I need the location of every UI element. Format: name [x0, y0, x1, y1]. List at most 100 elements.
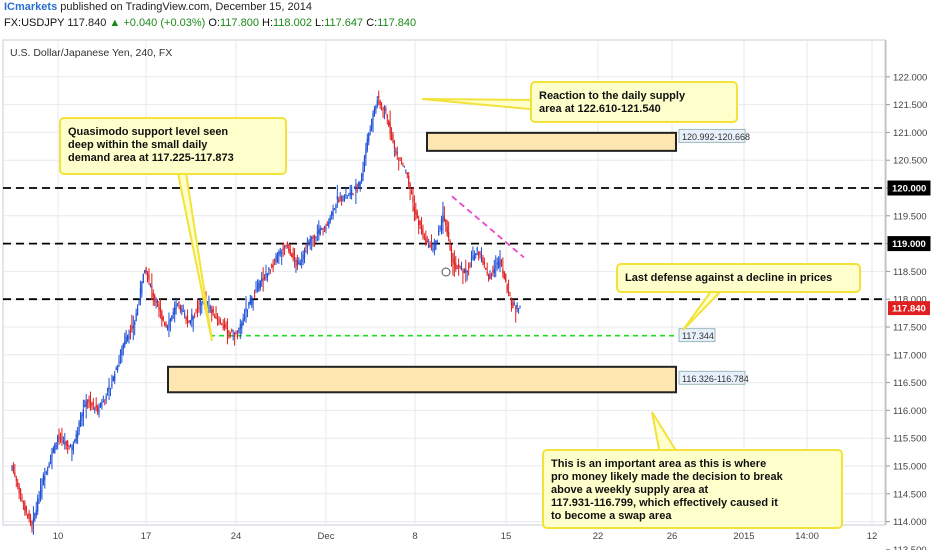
candle: [453, 257, 455, 265]
last-price: 117.840: [67, 17, 107, 29]
candle: [84, 405, 86, 407]
candle: [465, 268, 467, 273]
price-chart[interactable]: 122.000 121.500 121.000 120.500 120.000 119.5…: [0, 36, 932, 550]
candle: [403, 166, 406, 168]
open-label: O:: [208, 17, 220, 29]
supply-demand-zone[interactable]: [167, 365, 677, 394]
y-tick-label: 122.000: [893, 72, 927, 83]
candle: [281, 252, 283, 254]
annotation-swap-area-box[interactable]: [542, 449, 843, 529]
candle: [295, 259, 297, 262]
candle: [372, 113, 374, 120]
candle: [355, 184, 357, 191]
candle: [258, 282, 260, 292]
candle: [228, 330, 230, 334]
y-tick-label: 117.500: [893, 323, 927, 334]
candle: [509, 294, 511, 297]
candle: [305, 250, 307, 252]
candle: [212, 308, 214, 313]
y-tick-label: 118.000: [893, 295, 927, 306]
annotation-quasimodo-box[interactable]: [59, 117, 287, 175]
candle: [429, 244, 431, 247]
high-value: 118.002: [273, 17, 312, 29]
candle: [329, 217, 331, 222]
candle: [112, 376, 114, 382]
candle: [308, 242, 310, 245]
candle: [37, 499, 39, 512]
candle: [28, 513, 30, 519]
x-tick-label: 10: [53, 531, 64, 542]
candle: [129, 330, 132, 334]
y-tick-label: 119.500: [893, 211, 927, 222]
candle: [470, 257, 473, 261]
candle: [102, 401, 104, 403]
candle: [326, 224, 328, 226]
candle: [89, 400, 92, 406]
annotation-daily-supply-box[interactable]: [530, 81, 738, 123]
candle: [181, 309, 183, 312]
x-tick-label: 17: [141, 531, 152, 542]
candle: [226, 326, 229, 334]
x-tick-label: 26: [667, 531, 678, 542]
candle: [497, 260, 500, 268]
candle: [380, 104, 383, 106]
candle: [268, 267, 270, 270]
candle: [234, 332, 236, 337]
annotation-last-defense-box[interactable]: [616, 263, 861, 293]
candle: [158, 304, 160, 310]
candle: [349, 192, 351, 196]
candle: [87, 400, 89, 403]
supply-demand-zone[interactable]: [426, 131, 677, 152]
candle: [396, 151, 398, 154]
candle: [138, 302, 140, 304]
candle: [500, 260, 503, 267]
candle: [366, 138, 368, 150]
y-tick-label: 115.000: [893, 462, 927, 473]
candle: [469, 264, 471, 266]
candle: [456, 267, 458, 269]
downtrend-line[interactable]: [451, 195, 525, 259]
candle: [446, 226, 448, 236]
candle: [476, 247, 478, 251]
publisher-name[interactable]: ICmarkets: [4, 1, 58, 13]
candle: [101, 402, 103, 407]
candle: [298, 261, 300, 265]
candle: [35, 510, 37, 516]
zone-price-label: 116.326-116.784: [682, 374, 749, 384]
candle: [41, 486, 43, 492]
candle: [485, 268, 487, 270]
candle: [42, 474, 44, 486]
candle: [420, 227, 423, 235]
candle: [116, 365, 119, 371]
candle: [165, 324, 167, 328]
candle: [315, 237, 317, 239]
candle: [109, 388, 112, 390]
candle: [57, 435, 59, 442]
candle: [25, 506, 27, 513]
candle: [313, 234, 316, 240]
candle: [174, 307, 176, 315]
candle: [78, 421, 80, 432]
candle: [398, 157, 400, 159]
candle: [502, 269, 504, 273]
candle: [29, 517, 32, 524]
candle: [296, 260, 298, 267]
candle: [261, 278, 263, 282]
candle: [45, 471, 47, 474]
candle: [189, 319, 191, 323]
candle: [276, 255, 279, 262]
candle: [341, 196, 343, 202]
candle: [176, 303, 179, 305]
candle: [95, 404, 97, 408]
candle: [459, 265, 461, 268]
low-label: L:: [315, 17, 325, 29]
candle: [343, 196, 346, 201]
symbol-label[interactable]: FX:USDJPY: [4, 17, 65, 29]
candle: [445, 219, 447, 226]
candle: [265, 273, 267, 277]
candle: [392, 134, 394, 143]
candle: [460, 267, 463, 270]
candle: [442, 212, 444, 223]
candle: [479, 253, 481, 256]
candle: [208, 307, 210, 309]
